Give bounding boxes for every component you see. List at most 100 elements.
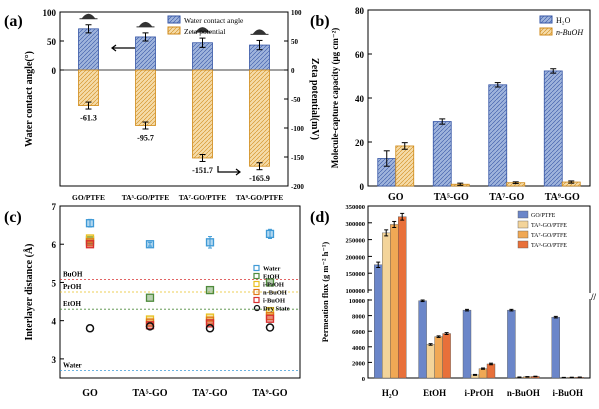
y2-tick-label: -100 xyxy=(291,125,304,133)
y-axis-label: Water contact angle(°) xyxy=(24,51,35,147)
y-tick-label: 8000 xyxy=(352,314,365,321)
legend-label: i-PrOH xyxy=(263,282,284,289)
bar-zeta-potential xyxy=(249,69,270,167)
y-tick-label: 80 xyxy=(355,6,365,16)
y-tick-label: 250000 xyxy=(346,238,366,245)
y-tick-label: 6000 xyxy=(352,329,365,336)
y-tick-label: 60 xyxy=(355,50,365,60)
x-tick-label: GO xyxy=(82,388,98,399)
legend-swatch xyxy=(253,304,261,312)
bar-flux xyxy=(442,333,451,379)
bar-flux xyxy=(382,232,391,379)
droplet-icon xyxy=(81,13,96,19)
y-tick-label: 6 xyxy=(52,240,57,250)
x-tick-label: i-PrOH xyxy=(465,388,494,398)
y2-tick-label: 50 xyxy=(291,38,299,46)
bar-n-buoh xyxy=(395,145,415,187)
droplet-icon xyxy=(138,21,153,27)
y-tick-label: 5 xyxy=(52,278,57,288)
bar-contact-angle xyxy=(135,36,156,71)
legend-swatch xyxy=(539,27,553,36)
legend-swatch xyxy=(539,15,553,24)
legend-label: Dry State xyxy=(263,306,290,313)
panel-label-b: (b) xyxy=(310,13,330,30)
legend-swatch xyxy=(253,280,260,288)
point-i-buoh xyxy=(265,314,275,323)
legend-swatch xyxy=(253,296,260,304)
y-tick-label: 0 xyxy=(360,182,365,192)
bar-zeta-potential xyxy=(135,69,156,126)
point-water xyxy=(145,240,155,249)
reference-label: Water xyxy=(63,361,82,369)
chart-panel-c: 3 4 5 6 7 Interlayer distance (Å) BuOH PrOH EtOH… xyxy=(23,202,301,399)
y-tick-label: 7 xyxy=(52,202,57,212)
legend-label: H₂O xyxy=(556,16,571,25)
point-etoh xyxy=(145,293,155,302)
point-etoh xyxy=(265,278,275,287)
bar-flux xyxy=(398,216,407,379)
arrow-right-icon xyxy=(217,166,241,176)
x-tick-label: GO xyxy=(388,192,404,203)
legend-label: EtOH xyxy=(263,274,280,281)
axis-break-icon: // xyxy=(590,292,597,302)
bar-zeta-potential xyxy=(78,69,99,106)
y-tick-label: 0 xyxy=(52,66,57,76)
bar-flux xyxy=(390,224,399,379)
y-tick-label: 0 xyxy=(362,376,365,383)
data-label: -151.7 xyxy=(192,166,213,175)
y-axis-label: Interlayer distance (Å) xyxy=(23,243,35,340)
data-label: -165.9 xyxy=(249,174,270,183)
point-i-buoh xyxy=(85,240,95,249)
x-tick-label: n-BuOH xyxy=(507,388,540,398)
x-tick-label: TA⁹-GO xyxy=(545,192,580,203)
legend-label: TA⁹-GO/PTFE xyxy=(531,243,567,249)
bar-flux xyxy=(434,336,443,379)
bar-flux xyxy=(478,368,488,379)
x-tick-label: EtOH xyxy=(423,388,446,398)
bar-h2o xyxy=(432,121,452,187)
point-water xyxy=(85,219,95,228)
y-tick-label: 50 xyxy=(47,37,57,47)
legend-swatch xyxy=(253,272,260,280)
reference-label: EtOH xyxy=(63,300,81,308)
point-etoh xyxy=(205,285,215,295)
point-water xyxy=(265,229,275,239)
bar-flux xyxy=(486,363,496,379)
x-tick-label: TA⁵-GO/PTFE xyxy=(122,193,170,202)
legend-swatch xyxy=(253,288,260,296)
y2-tick-label: 0 xyxy=(291,67,295,75)
legend-swatch xyxy=(517,220,529,229)
legend-label: Water contact angle xyxy=(184,16,244,25)
y2-tick-label: 100 xyxy=(291,9,302,17)
bar-zeta-potential xyxy=(192,69,213,159)
legend-swatch xyxy=(167,15,181,24)
y-tick-label: 150000 xyxy=(346,271,366,278)
legend-label: TA⁷-GO/PTFE xyxy=(531,233,567,239)
panel-label-a: (a) xyxy=(4,13,23,30)
bar-contact-angle xyxy=(78,28,99,71)
bar-h2o xyxy=(543,70,563,187)
x-tick-label: TA⁹-GO xyxy=(252,388,287,399)
x-tick-label: GO/PTFE xyxy=(72,193,105,202)
bar-flux xyxy=(374,264,383,379)
chart-panel-b: 0 20 40 60 80 Molecule-capture capacity (μg c… xyxy=(330,6,591,203)
legend-swatch xyxy=(517,210,529,219)
axis-break-gap xyxy=(367,293,591,299)
droplet-icon xyxy=(195,27,210,33)
bar-flux xyxy=(462,309,472,379)
y-tick-label: 100 xyxy=(43,8,57,18)
bar-flux xyxy=(426,344,435,379)
legend-swatch xyxy=(517,230,529,239)
point-i-buoh xyxy=(205,319,215,328)
legend-label: n-BuOH xyxy=(263,290,287,297)
y-tick-label: 200000 xyxy=(346,254,366,261)
y2-tick-label: -150 xyxy=(291,154,304,162)
data-label: -61.3 xyxy=(80,114,97,123)
x-tick-label: TA⁷-GO/PTFE xyxy=(179,193,227,202)
legend-label: TA⁵-GO/PTFE xyxy=(531,223,567,229)
reference-label: BuOH xyxy=(63,270,83,278)
chart-panel-a: 0 50 100 -200 -150 -100 -50 0 50 100 Water contact… xyxy=(24,8,320,202)
point-dry-state xyxy=(85,324,95,333)
legend-label: Water xyxy=(263,266,280,273)
panel-label-c: (c) xyxy=(4,209,22,226)
